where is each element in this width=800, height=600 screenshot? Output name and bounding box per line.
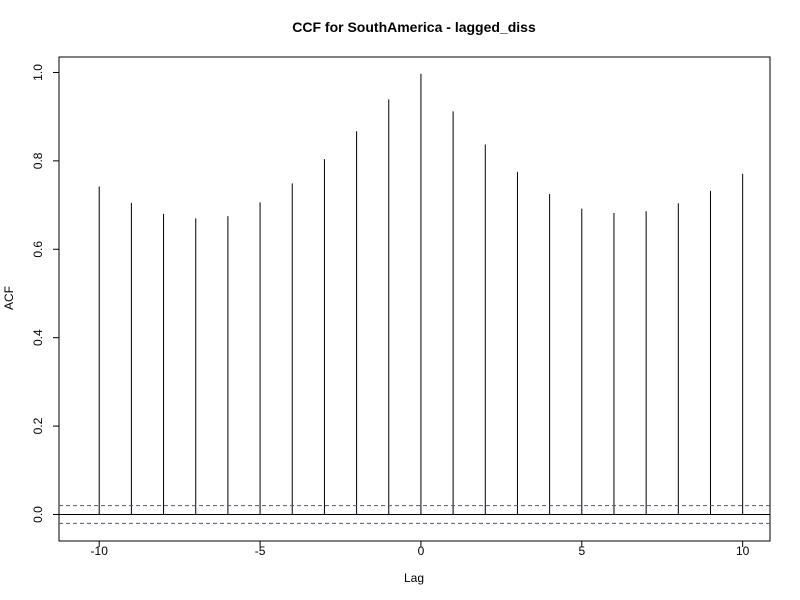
chart-title: CCF for SouthAmerica - lagged_diss <box>292 19 536 35</box>
y-axis-tick-label: 0.6 <box>31 241 45 258</box>
plot-frame <box>58 56 771 542</box>
y-axis-tick-label: 0.8 <box>31 152 45 169</box>
x-axis-tick-label: 10 <box>736 544 750 558</box>
y-axis-tick-label: 1.0 <box>31 64 45 81</box>
y-axis-tick-label: 0.2 <box>31 417 45 434</box>
confidence-interval-lines <box>59 505 770 524</box>
x-axis-tick-label: -10 <box>91 544 109 558</box>
y-axis-tick-label: 0.4 <box>31 329 45 346</box>
acf-bars <box>98 73 744 515</box>
x-axis-tick-label: -5 <box>255 544 266 558</box>
y-axis: 0.0 0.2 0.4 0.6 0.8 1.0 <box>31 64 60 523</box>
y-axis-label: ACF <box>2 286 16 310</box>
x-axis-tick-label: 5 <box>578 544 585 558</box>
x-axis-label: Lag <box>404 571 424 585</box>
x-axis-tick-label: 0 <box>418 544 425 558</box>
x-axis: -10 -5 0 5 10 <box>91 540 750 558</box>
y-axis-tick-label: 0.0 <box>31 506 45 523</box>
